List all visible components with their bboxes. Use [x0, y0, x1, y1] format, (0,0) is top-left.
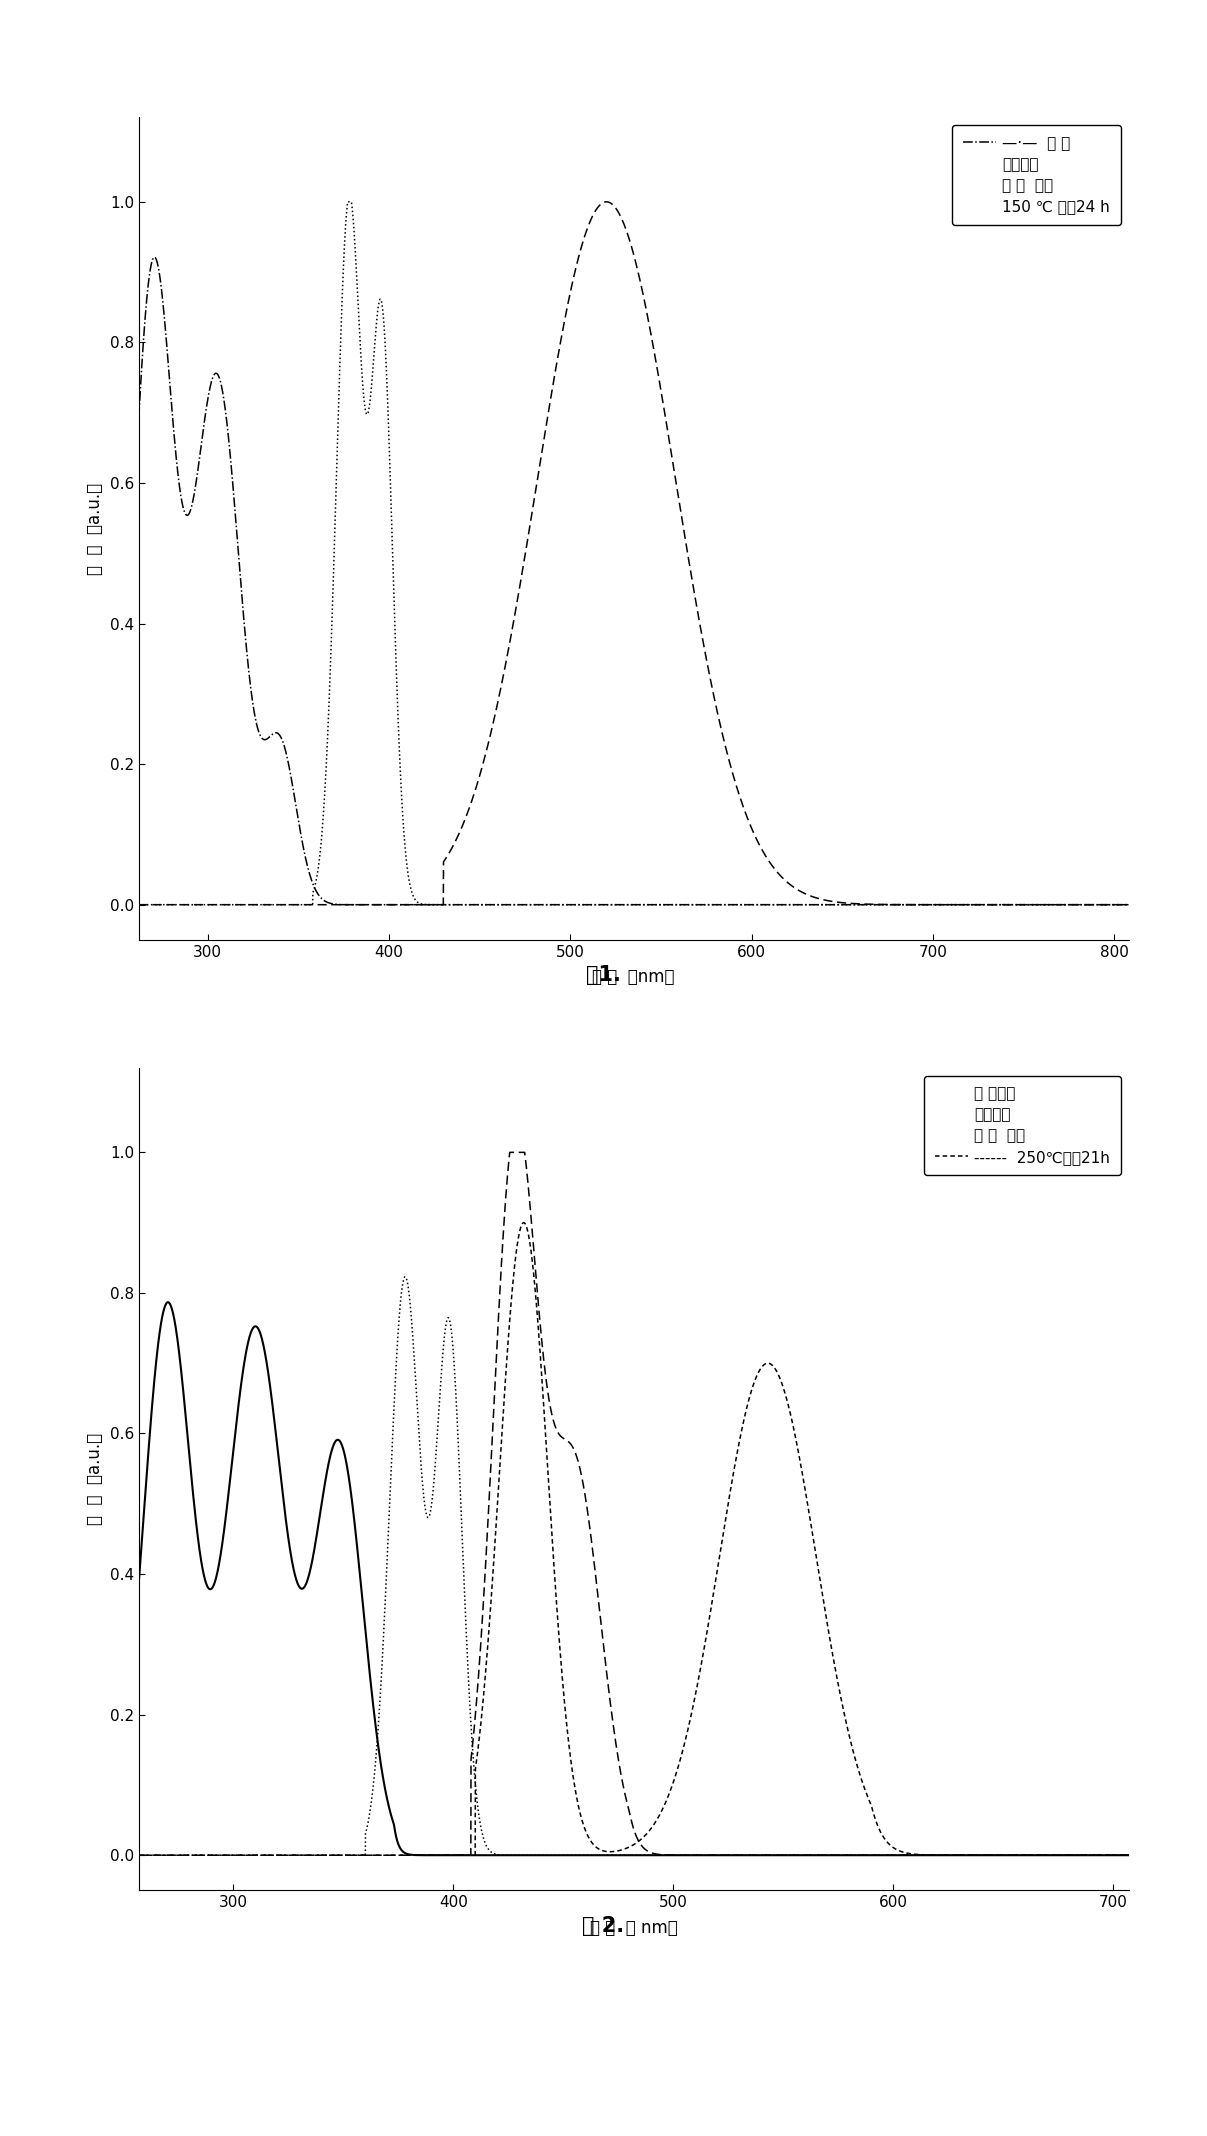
Y-axis label: 强  度  （a.u.）: 强 度 （a.u.） — [86, 1433, 104, 1525]
Legend: —·—  紫 外, 溶液荧光, 薄 膜  荧光, 150 ℃ 退火24 h: —·— 紫 外, 溶液荧光, 薄 膜 荧光, 150 ℃ 退火24 h — [952, 126, 1121, 224]
Text: 图 2.: 图 2. — [583, 1916, 624, 1935]
Legend: 紫 外吸收, 溶液荧光, 薄 膜  荧光, ------  250℃退火21h: 紫 外吸收, 溶液荧光, 薄 膜 荧光, ------ 250℃退火21h — [923, 1077, 1121, 1175]
X-axis label: 波 长  （ nm）: 波 长 （ nm） — [590, 1918, 677, 1937]
X-axis label: 波 长  （nm）: 波 长 （nm） — [593, 968, 675, 987]
Y-axis label: 强  度  （a.u.）: 强 度 （a.u.） — [86, 483, 104, 575]
Text: 图1.: 图1. — [587, 965, 620, 985]
